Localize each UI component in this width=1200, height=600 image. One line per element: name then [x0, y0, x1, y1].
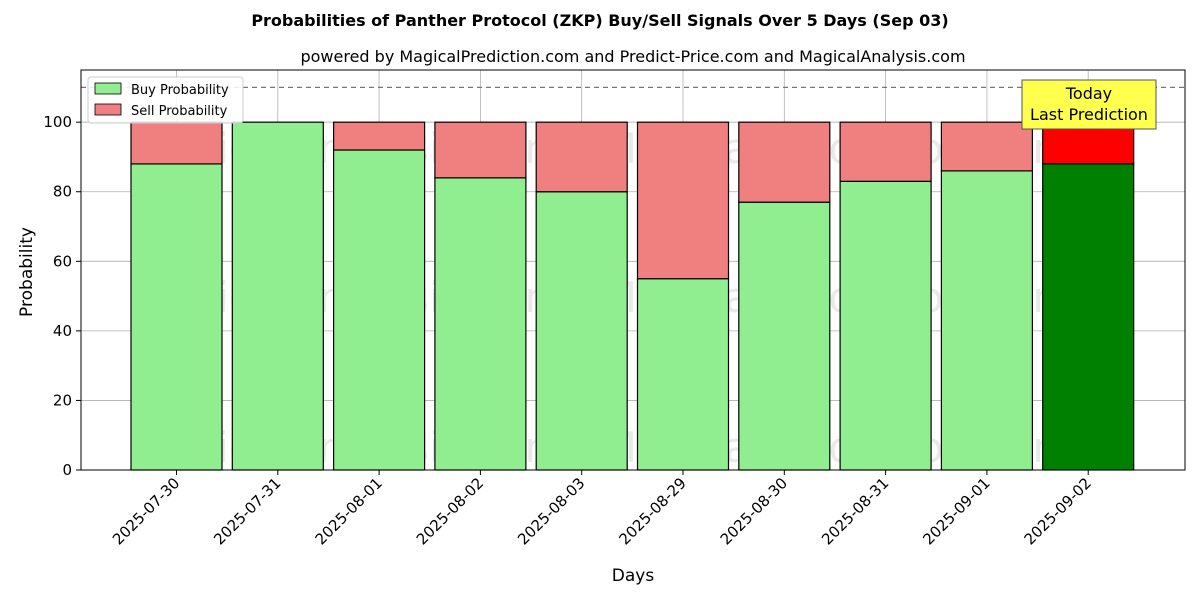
bar-buy-2025-08-31 — [839, 180, 932, 471]
x-tick-label: 2025-07-31 — [210, 474, 284, 548]
x-tick-label: 2025-08-29 — [615, 474, 689, 548]
y-tick-label: 40 — [53, 322, 72, 340]
x-tick-label: 2025-08-01 — [312, 474, 386, 548]
x-tick-label: 2025-07-30 — [109, 474, 183, 548]
legend-box — [87, 76, 244, 124]
today-annotation: Today Last Prediction — [1021, 79, 1157, 130]
bars-layer — [130, 121, 1135, 471]
y-tick-label: 100 — [43, 113, 72, 131]
legend-swatch-sell — [94, 103, 122, 116]
x-tick-label: 2025-08-02 — [413, 474, 487, 548]
x-tick-label: 2025-08-03 — [514, 474, 588, 548]
bar-sell-2025-08-29 — [636, 121, 730, 280]
bar-buy-2025-08-03 — [535, 191, 628, 471]
bar-sell-2025-08-03 — [535, 121, 628, 193]
y-tick-label: 80 — [53, 183, 72, 201]
legend-swatch-buy — [94, 82, 122, 95]
annotation-line2: Last Prediction — [1030, 105, 1148, 124]
legend: Buy Probability Sell Probability — [87, 76, 244, 124]
annotation-box — [1021, 79, 1157, 130]
y-axis-label: Probability — [17, 227, 37, 317]
legend-label-buy: Buy Probability — [131, 83, 229, 98]
chart-title: Probabilities of Panther Protocol (ZKP) … — [251, 11, 948, 30]
axes-layer — [80, 69, 1186, 471]
x-tick-label: 2025-08-31 — [818, 474, 892, 548]
annotation-line1: Today — [1065, 84, 1112, 103]
plot-frame — [80, 69, 1186, 471]
bar-buy-2025-08-29 — [636, 278, 730, 471]
bar-sell-2025-08-02 — [434, 121, 527, 179]
bar-sell-2025-09-01 — [940, 121, 1034, 172]
legend-label-sell: Sell Probability — [131, 104, 228, 119]
bar-buy-2025-08-30 — [738, 201, 831, 471]
bar-buy-2025-09-01 — [940, 170, 1034, 471]
y-tick-label: 0 — [62, 461, 72, 479]
y-tick-label: 60 — [53, 252, 72, 270]
bar-buy-2025-09-02 — [1042, 163, 1135, 471]
bar-buy-2025-08-01 — [333, 149, 426, 471]
x-axis-label: Days — [612, 566, 655, 586]
bar-sell-2025-08-31 — [839, 121, 932, 182]
bar-buy-2025-07-30 — [130, 163, 223, 471]
x-tick-label: 2025-09-02 — [1021, 474, 1095, 548]
bar-buy-2025-07-31 — [231, 121, 324, 471]
bar-buy-2025-08-02 — [434, 177, 527, 471]
bar-sell-2025-07-30 — [130, 121, 223, 165]
bar-sell-2025-08-01 — [333, 121, 426, 151]
y-tick-label: 20 — [53, 391, 72, 409]
x-tick-label: 2025-08-30 — [717, 474, 791, 548]
chart-subtitle: powered by MagicalPrediction.com and Pre… — [300, 47, 965, 66]
x-tick-label: 2025-09-01 — [919, 474, 993, 548]
bar-sell-2025-08-30 — [738, 121, 831, 203]
